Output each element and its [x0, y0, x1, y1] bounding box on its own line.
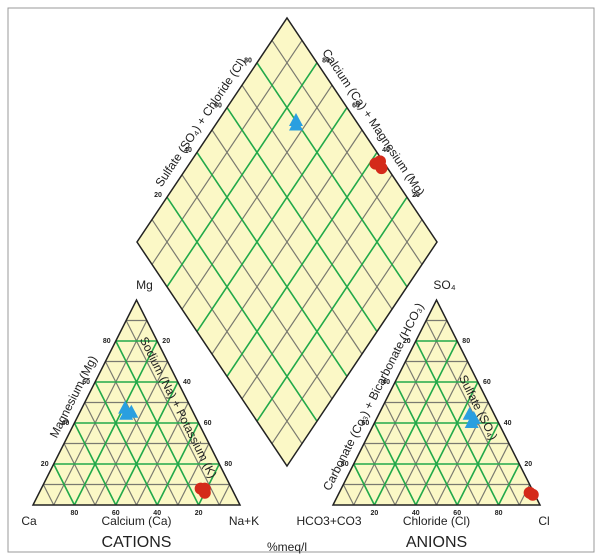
- tick-label: 80: [462, 338, 470, 345]
- grid-line: [353, 320, 448, 506]
- triangle-title: CATIONS: [102, 534, 172, 551]
- tick-label: 60: [82, 379, 90, 386]
- grid-line: [53, 320, 148, 506]
- grid-line: [151, 40, 303, 265]
- data-point: [198, 486, 211, 499]
- grid-line: [63, 443, 96, 506]
- tick-label: 20: [371, 510, 379, 517]
- grid-line: [271, 40, 423, 265]
- grid-line: [226, 151, 378, 377]
- grid-line: [52, 463, 76, 506]
- diamond-outline: [136, 16, 438, 468]
- grid-line: [42, 484, 55, 506]
- tick-label: 80: [495, 510, 503, 517]
- tick-label: 60: [362, 420, 370, 427]
- data-point: [464, 415, 479, 428]
- grid-line: [211, 129, 363, 355]
- tick-label: 80: [224, 461, 232, 468]
- grid-line: [156, 422, 200, 506]
- data-point: [526, 488, 539, 501]
- corner-label: Cl: [538, 514, 549, 528]
- grid-line: [256, 196, 408, 422]
- tick-label: 20: [162, 338, 170, 345]
- tick-label: 80: [322, 58, 330, 65]
- tick-label: 40: [62, 420, 70, 427]
- grid-line: [415, 381, 479, 506]
- data-point: [369, 157, 382, 170]
- tick-label: 20: [524, 461, 532, 468]
- tick-label: 40: [153, 510, 161, 517]
- tick-label: 60: [214, 102, 222, 109]
- grid-line: [196, 107, 348, 333]
- grid-line: [166, 196, 318, 422]
- tick-label: 40: [504, 420, 512, 427]
- grid-line: [373, 422, 417, 506]
- corner-label: HCO3+CO3: [296, 514, 361, 528]
- grid-line: [94, 361, 169, 506]
- grid-line: [352, 463, 376, 506]
- corner-label: Na+K: [229, 514, 259, 528]
- data-point: [119, 406, 134, 420]
- grid-line: [115, 381, 179, 506]
- tick-label: 80: [103, 338, 111, 345]
- grid-line: [125, 320, 220, 506]
- grid-line: [218, 484, 231, 506]
- grid-line: [226, 107, 378, 333]
- tick-label: 80: [244, 58, 252, 65]
- grid-line: [256, 62, 408, 288]
- grid-line: [177, 443, 210, 506]
- frame: [7, 7, 595, 553]
- tick-label: 40: [382, 147, 390, 154]
- tick-label: 80: [71, 510, 79, 517]
- grid-line: [435, 402, 489, 506]
- grid-line: [404, 361, 479, 506]
- tick-label: 20: [41, 461, 49, 468]
- grid-line: [181, 84, 333, 310]
- grid-line: [135, 402, 189, 506]
- tick-label: 20: [403, 338, 411, 345]
- tick-label: 20: [195, 510, 203, 517]
- axis-label: Chloride (Cl): [403, 514, 470, 528]
- grid-line: [94, 381, 158, 506]
- tick-label: 40: [412, 510, 420, 517]
- grid-line: [477, 443, 510, 506]
- corner-label: Ca: [21, 514, 37, 528]
- tick-label: 60: [204, 420, 212, 427]
- tick-label: 20: [412, 192, 420, 199]
- grid-line: [342, 484, 355, 506]
- grid-line: [384, 402, 438, 506]
- grid-line: [497, 463, 521, 506]
- triangle-title: ANIONS: [406, 534, 467, 551]
- corner-label: SO₄: [433, 278, 455, 292]
- grid-line: [394, 361, 469, 506]
- grid-line: [196, 151, 348, 377]
- unit-label: %meq/l: [267, 540, 307, 554]
- tick-label: 60: [453, 510, 461, 517]
- tick-label: 60: [112, 510, 120, 517]
- tick-label: 60: [483, 379, 491, 386]
- triangle-outline: [31, 298, 242, 506]
- data-point: [289, 113, 303, 127]
- tick-label: 40: [382, 379, 390, 386]
- grid-line: [104, 361, 179, 506]
- grid-line: [73, 422, 117, 506]
- axis-label: Calcium (Ca): [101, 514, 171, 528]
- tick-label: 60: [352, 102, 360, 109]
- triangle-outline: [331, 298, 542, 506]
- grid-line: [84, 402, 138, 506]
- corner-label: Mg: [136, 278, 153, 292]
- tick-label: 40: [183, 379, 191, 386]
- grid-line: [394, 381, 458, 506]
- grid-line: [363, 443, 396, 506]
- grid-line: [166, 62, 318, 288]
- grid-line: [241, 84, 393, 310]
- grid-line: [456, 422, 500, 506]
- tick-label: 20: [154, 192, 162, 199]
- tick-label: 80: [341, 461, 349, 468]
- tick-label: 40: [184, 147, 192, 154]
